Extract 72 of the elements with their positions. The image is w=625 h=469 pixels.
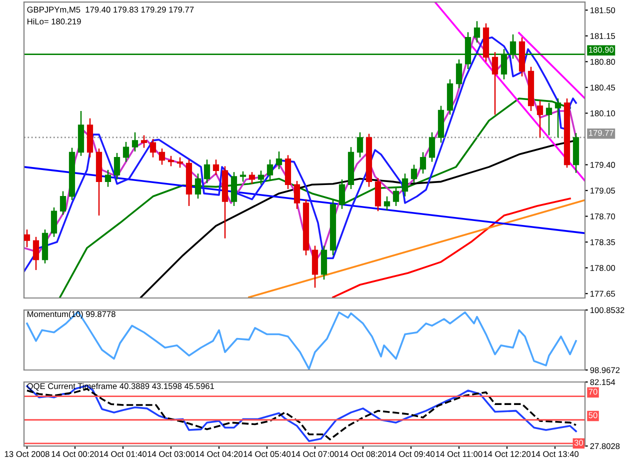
candlestick	[492, 51, 498, 116]
y-tick-label: 100.8532	[590, 307, 624, 314]
x-tick-label: 14 Oct 00:20	[52, 451, 99, 457]
candlestick	[428, 132, 436, 162]
x-tick-label: 14 Oct 04:20	[196, 451, 243, 457]
y-tick-label: 98.9672	[590, 367, 620, 374]
candlestick	[456, 58, 462, 89]
candlestick	[384, 196, 390, 212]
candlestick	[536, 100, 544, 138]
y-tick-label: 82.154	[590, 379, 616, 386]
x-tick-label: 14 Oct 01:40	[100, 451, 147, 457]
candlestick	[402, 172, 408, 198]
candlestick	[420, 152, 426, 174]
candlestick	[356, 132, 364, 158]
y-tick-label: 177.65	[590, 290, 615, 297]
candlestick	[140, 134, 148, 148]
y-tick-label: 178.00	[590, 265, 616, 271]
candlestick	[248, 171, 256, 185]
text: HiLo= 180.219	[27, 18, 81, 24]
candlestick	[338, 178, 346, 210]
ref-line-label: 50	[588, 412, 598, 418]
candlestick	[276, 150, 282, 170]
candlestick	[132, 132, 138, 152]
y-tick-label: 180.80	[590, 58, 616, 65]
candlestick	[122, 141, 130, 162]
x-tick-label: 14 Oct 05:40	[244, 451, 291, 457]
candlestick	[158, 148, 166, 166]
candlestick	[410, 164, 418, 184]
x-tick-label: 14 Oct 08:20	[340, 451, 387, 457]
candlestick	[32, 236, 40, 271]
candlestick	[392, 186, 400, 207]
y-tick-label: 27.8028	[590, 443, 620, 450]
x-tick-label: 14 Oct 09:40	[388, 451, 435, 457]
x-tick-label: 14 Oct 03:00	[148, 451, 195, 457]
candlestick	[294, 180, 300, 210]
line-series	[332, 198, 571, 298]
x-tick-label: 13 Oct 2008	[4, 451, 50, 457]
candlestick	[104, 169, 112, 188]
candlestick	[240, 170, 246, 182]
ref-line-label: 179.77	[589, 130, 614, 136]
candlestick	[266, 158, 274, 180]
candlestick	[176, 156, 184, 168]
x-tick-label: 14 Oct 07:00	[292, 451, 339, 457]
candlestick	[258, 170, 264, 186]
candlestick	[194, 172, 202, 200]
x-tick-label: 14 Oct 11:00	[436, 451, 482, 457]
y-tick-label: 180.10	[590, 110, 616, 116]
candlestick	[150, 138, 156, 158]
line-series	[26, 310, 577, 370]
x-tick-label: 14 Oct 13:40	[532, 451, 579, 457]
ref-line-label: 70	[588, 388, 598, 395]
y-tick-label: 181.15	[590, 33, 615, 39]
candlestick	[50, 206, 58, 238]
chart-title: GBPJPYm,M5 179.40 179.83 179.29 179.77	[27, 6, 194, 14]
line-series	[59, 98, 571, 298]
candlestick	[60, 190, 66, 216]
candlestick	[212, 158, 220, 176]
candlestick	[114, 152, 120, 180]
y-tick-label: 179.05	[590, 188, 615, 194]
ref-line-label: 180.90	[589, 46, 614, 53]
y-tick-label: 178.70	[590, 213, 616, 220]
ref-line-label: 30	[574, 440, 583, 446]
y-tick-label: 178.35	[590, 239, 615, 246]
candlestick	[24, 228, 30, 248]
candlestick	[204, 158, 210, 184]
candlestick	[474, 20, 480, 44]
y-tick-label: 181.50	[590, 7, 616, 14]
candlestick	[546, 102, 552, 136]
y-tick-label: 180.45	[590, 84, 615, 91]
y-tick-label: 179.40	[590, 162, 616, 168]
x-tick-label: 14 Oct 12:20	[484, 451, 531, 457]
candlestick	[168, 155, 174, 167]
